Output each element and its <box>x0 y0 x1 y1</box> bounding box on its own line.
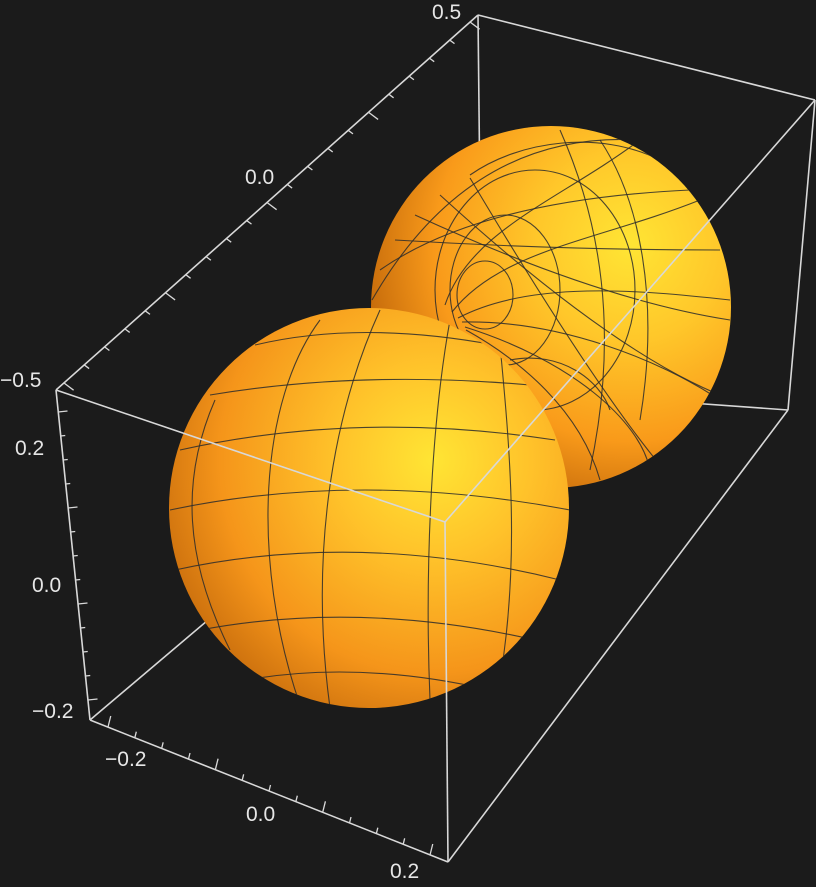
axis-ticks <box>57 21 480 856</box>
front-tick-label: 0.0 <box>246 803 275 826</box>
depth-axis-tick <box>124 328 131 333</box>
box-edge <box>444 521 449 863</box>
box-edge <box>447 409 789 863</box>
vertical-axis-tick <box>82 650 88 653</box>
depth-axis-tick <box>165 292 176 301</box>
front-axis-tick <box>134 731 137 738</box>
front-axis-tick <box>375 827 379 834</box>
front-axis-tick <box>161 742 164 749</box>
box-edge <box>55 389 446 523</box>
vertical-axis-tick <box>77 602 88 605</box>
vertical-axis-tick <box>60 434 66 437</box>
depth-tick-label: 0.0 <box>245 166 274 189</box>
depth-axis-tick <box>83 364 90 370</box>
front-axis-tick <box>241 774 245 781</box>
vertical-axis-tick <box>85 674 91 677</box>
box-edge <box>787 99 816 411</box>
box-edge <box>55 389 91 721</box>
vertical-axis-tick <box>70 530 76 533</box>
depth-tick-label: 0.5 <box>432 1 461 24</box>
depth-axis-tick <box>63 382 74 391</box>
depth-axis-tick <box>246 220 252 225</box>
depth-axis-tick <box>449 39 455 45</box>
mesh-back <box>371 129 731 481</box>
depth-axis-tick <box>368 111 379 120</box>
depth-axis-tick <box>307 165 313 171</box>
vertical-axis-tick <box>80 626 86 629</box>
depth-axis-tick <box>327 147 334 153</box>
depth-axis-tick <box>408 75 415 81</box>
front-axis-tick <box>402 838 406 845</box>
depth-axis-tick <box>144 310 151 315</box>
vertical-tick-label: 0.2 <box>15 437 44 460</box>
depth-axis-tick <box>388 93 394 99</box>
depth-axis-tick <box>429 57 435 63</box>
vertical-tick-label: −0.2 <box>32 700 73 723</box>
vertical-axis-tick <box>57 410 68 413</box>
front-axis-tick <box>107 715 112 728</box>
front-axis-tick <box>214 758 219 770</box>
front-axis-tick <box>187 752 191 760</box>
front-axis-labels: −0.2 0.0 0.2 <box>105 748 419 883</box>
depth-axis-tick <box>286 183 293 189</box>
front-tick-label: −0.2 <box>105 748 146 771</box>
vertical-axis-tick <box>67 506 78 509</box>
mesh-front <box>169 309 569 708</box>
depth-axis-tick <box>205 256 212 261</box>
depth-axis-tick <box>226 238 232 243</box>
box-edge <box>477 14 816 101</box>
depth-axis-labels: 0.5 0.0 −0.5 <box>0 1 461 392</box>
vertical-axis-labels: 0.2 0.0 −0.2 <box>15 437 73 723</box>
depth-tick-label: −0.5 <box>0 369 41 392</box>
depth-axis-tick <box>347 129 354 135</box>
vertical-axis-tick <box>87 698 98 701</box>
front-axis-tick <box>295 795 298 802</box>
surface-lobe-front-fill <box>169 308 569 708</box>
depth-axis-tick <box>266 201 277 211</box>
vertical-axis-tick <box>62 458 68 461</box>
vertical-axis-tick <box>75 578 81 581</box>
surface-lobe-front <box>169 308 569 708</box>
front-axis-tick <box>348 816 352 824</box>
vertical-axis-tick <box>65 482 71 485</box>
front-axis-tick <box>429 843 434 856</box>
depth-axis-tick <box>469 21 480 30</box>
front-axis-tick <box>322 801 327 813</box>
depth-axis-tick <box>185 274 191 279</box>
vertical-axis-tick <box>72 554 78 557</box>
vertical-tick-label: 0.0 <box>32 574 61 597</box>
depth-axis-tick <box>104 346 110 352</box>
front-tick-label: 0.2 <box>390 860 419 883</box>
front-axis-tick <box>268 784 272 792</box>
box-edge <box>444 99 816 523</box>
